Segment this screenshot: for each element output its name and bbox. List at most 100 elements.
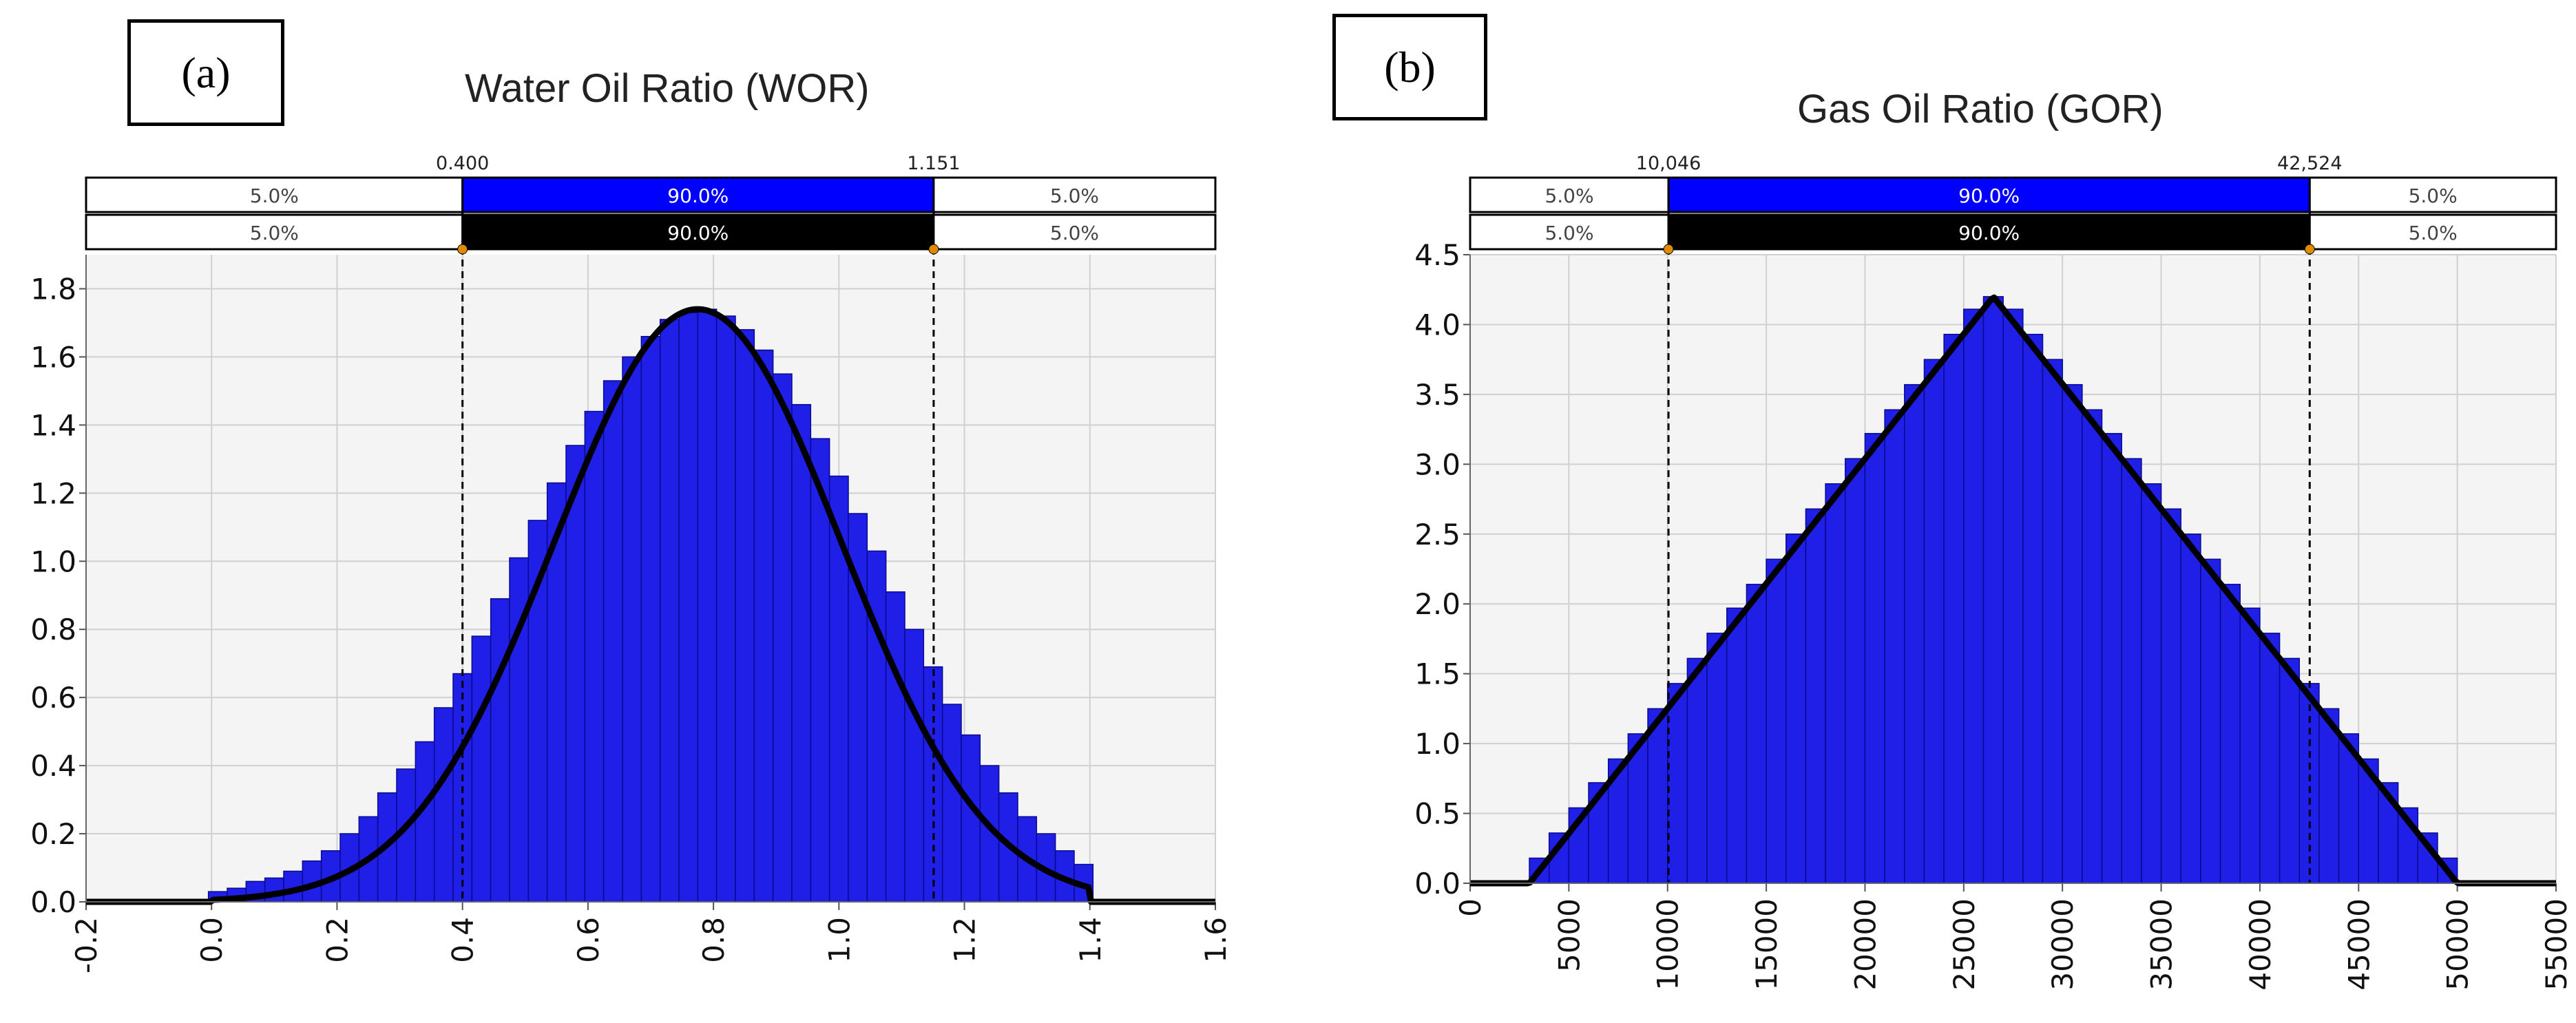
- x-tick-label: 0.4: [446, 917, 480, 963]
- bottom-band-right-label: 5.0%: [1050, 222, 1099, 244]
- top-band-right: [932, 176, 1217, 213]
- x-tick-label: -0.2: [70, 917, 103, 973]
- histogram-bar: [2141, 483, 2162, 884]
- x-tick-label: 55000: [2540, 898, 2573, 991]
- histogram-bar: [2002, 308, 2024, 884]
- fitted-density-curve: [85, 306, 1216, 905]
- histogram-bar: [622, 356, 642, 903]
- histogram-bar: [1726, 607, 1748, 884]
- histogram-bar: [2180, 534, 2201, 884]
- x-tick-label: 0.6: [572, 917, 605, 963]
- percentile-marker: [457, 244, 468, 255]
- histogram-bar: [1786, 534, 1807, 884]
- bottom-band-left-label: 5.0%: [1544, 222, 1593, 244]
- y-tick-label: 0.0: [30, 885, 76, 919]
- histogram-bar: [2298, 683, 2320, 884]
- panel-gor: (b) Gas Oil Ratio (GOR) 0.0 0.5 1.0 1.5 2.0 2…: [1288, 0, 2576, 1023]
- y-tick-label: 2.0: [1414, 587, 1460, 621]
- top-band-right: [2308, 176, 2557, 213]
- top-band-left-label: 5.0%: [1544, 184, 1593, 207]
- x-tick-label: 0: [1454, 898, 1487, 917]
- bottom-band-right: [2308, 213, 2557, 251]
- bottom-band-left-label: 5.0%: [250, 222, 299, 244]
- percentile-marker: [2304, 244, 2315, 255]
- x-tick-label: 1.2: [948, 917, 982, 963]
- y-tick-label: 4.5: [1414, 238, 1460, 272]
- bottom-band-right: [932, 213, 1217, 251]
- x-tick-label: 45000: [2342, 898, 2376, 991]
- histogram-bar: [2121, 458, 2142, 884]
- histogram-bar: [1963, 308, 1985, 884]
- y-tick-label: 1.2: [30, 476, 76, 510]
- histogram-bar: [471, 635, 492, 903]
- histogram-bar: [961, 734, 981, 903]
- x-tick-label: 1.4: [1074, 917, 1107, 963]
- histogram-bar: [2200, 558, 2221, 884]
- y-tick-label: 4.0: [1414, 308, 1460, 341]
- x-tick-label: 0.2: [320, 917, 354, 963]
- histogram-bar: [2101, 432, 2122, 884]
- histogram-bar: [1982, 296, 2004, 884]
- histogram-bar: [584, 410, 605, 903]
- x-tick-label: 20000: [1848, 898, 1882, 991]
- histogram-bar: [2239, 607, 2261, 884]
- fitted-density-curve: [1469, 294, 2557, 887]
- x-tick-label: 15000: [1750, 898, 1783, 991]
- x-tick-label: 10000: [1651, 898, 1685, 991]
- x-tick-label: 40000: [2243, 898, 2277, 991]
- histogram-bar: [2082, 409, 2103, 884]
- x-tick-label: 50000: [2441, 898, 2475, 991]
- y-tick-label: 0.4: [30, 749, 76, 783]
- histogram-bar: [923, 666, 943, 903]
- top-band-middle-label: 90.0%: [667, 184, 729, 207]
- histogram-bar: [1923, 359, 1945, 884]
- top-band-middle: [461, 176, 935, 213]
- panel-wor: (a) Water Oil Ratio (WOR) 0.0 0.2 0.4 0.6 0.…: [0, 0, 1267, 1023]
- histogram-bar: [2279, 657, 2301, 884]
- x-tick-label: 5000: [1552, 898, 1586, 972]
- y-tick-label: 1.8: [30, 272, 76, 306]
- histogram-bar: [1943, 333, 1965, 884]
- histogram-bar: [1805, 508, 1826, 884]
- histogram-bar: [1666, 683, 1688, 884]
- histogram-bar: [1904, 383, 1925, 884]
- top-band-right-label: 5.0%: [2409, 184, 2458, 207]
- panel-b-title: Gas Oil Ratio (GOR): [1797, 87, 2164, 131]
- histogram-bar: [433, 707, 454, 903]
- histogram-bar: [1746, 584, 1767, 884]
- panel-a-label: (a): [127, 19, 284, 126]
- histogram-bar: [659, 319, 680, 903]
- bottom-band-left: [1469, 213, 1670, 251]
- bottom-band-middle-label: 90.0%: [667, 222, 729, 244]
- top-band-right-label: 5.0%: [1050, 184, 1099, 207]
- low-percentile-label: 10,046: [1636, 153, 1701, 174]
- histogram-bar: [1864, 432, 1885, 884]
- histogram-bar: [697, 308, 718, 903]
- y-tick-label: 0.6: [30, 681, 76, 715]
- top-band-left-label: 5.0%: [250, 184, 299, 207]
- histogram-bar: [1706, 633, 1728, 884]
- histogram-bar: [735, 329, 755, 903]
- wor-histogram-chart: 0.00.20.40.60.81.01.21.41.61.8-0.2 0.0 0.2…: [30, 153, 1233, 973]
- low-percentile-label: 0.400: [436, 153, 489, 174]
- histogram-bar: [2042, 359, 2063, 884]
- top-band-left: [1469, 176, 1670, 213]
- x-tick-label: 0.0: [195, 917, 229, 963]
- x-tick-label: 30000: [2046, 898, 2080, 991]
- high-percentile-label: 42,524: [2277, 153, 2342, 174]
- histogram-bar: [678, 312, 699, 903]
- histogram-bar: [1845, 458, 1866, 884]
- histogram-bar: [904, 629, 925, 903]
- histogram-bar: [1686, 657, 1708, 884]
- gor-histogram-chart: 0.0 0.5 1.0 1.5 2.0 2.5 3.0 3.5 4.0 4.5 0 5000 10000…: [1414, 153, 2573, 991]
- y-tick-label: 0.8: [30, 613, 76, 646]
- y-tick-label: 1.6: [30, 340, 76, 374]
- y-tick-label: 1.5: [1414, 657, 1460, 691]
- y-tick-label: 0.0: [1414, 867, 1460, 900]
- bottom-band-left: [85, 213, 464, 251]
- histogram-bar: [2219, 584, 2241, 884]
- bottom-band-middle: [1667, 213, 2311, 251]
- percentile-marker: [928, 244, 939, 255]
- panel-a-title: Water Oil Ratio (WOR): [465, 66, 870, 111]
- histogram-bar: [866, 550, 887, 903]
